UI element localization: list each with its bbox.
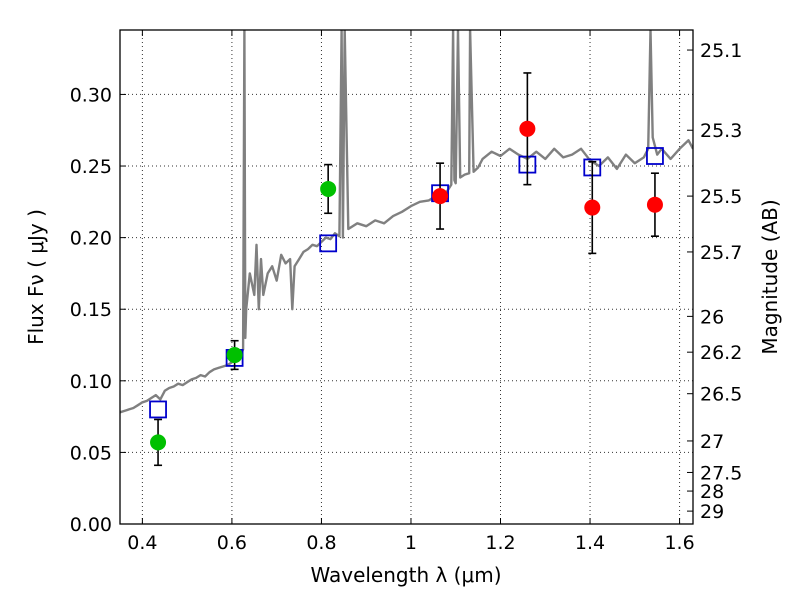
- y-axis-title: Flux Fν ( μJy ): [24, 209, 48, 345]
- y2-tick-label: 26.5: [700, 384, 742, 406]
- spectrum-line: [120, 30, 693, 414]
- nir-data-point: [584, 199, 601, 216]
- y2-tick-label: 25.5: [700, 186, 742, 208]
- model-photometry-square: [319, 234, 338, 253]
- y-tick-label: 0.20: [70, 228, 112, 250]
- y2-tick-label: 26: [700, 306, 724, 328]
- model-photometry-square: [646, 147, 664, 165]
- x-tick-label: 1.2: [485, 532, 515, 554]
- y2-tick-label: 25.3: [700, 120, 742, 142]
- x-tick-label: 1: [405, 532, 417, 554]
- y2-tick-label: 27: [700, 431, 724, 453]
- x-tick-label: 0.6: [217, 532, 247, 554]
- y2-tick-label: 25.7: [700, 242, 742, 264]
- y-tick-label: 0.30: [70, 84, 112, 106]
- grid-lines: [120, 30, 693, 525]
- y-tick-label: 0.05: [70, 442, 112, 464]
- x-tick-label: 1.4: [575, 532, 605, 554]
- model-photometry-square: [149, 400, 167, 419]
- y2-tick-label: 27.5: [700, 462, 742, 484]
- x-tick-label: 0.8: [306, 532, 336, 554]
- y2-axis-title: Magnitude (AB): [758, 199, 782, 354]
- axis-ticks: [120, 30, 693, 525]
- plot-frame: [119, 29, 694, 525]
- y2-tick-label: 28: [700, 481, 724, 503]
- y-tick-label: 0.15: [70, 299, 112, 321]
- nir-data-point: [519, 120, 536, 137]
- x-tick-label: 1.6: [664, 532, 694, 554]
- x-tick-label: 0.4: [127, 532, 157, 554]
- x-axis-title: Wavelength λ (μm): [310, 563, 501, 587]
- optical-data-point: [320, 180, 337, 197]
- y2-tick-label: 25.1: [700, 40, 742, 62]
- y-tick-label: 0.10: [70, 371, 112, 393]
- optical-data-point: [226, 347, 243, 364]
- y2-tick-label: 29: [700, 501, 724, 523]
- optical-data-point: [150, 434, 167, 451]
- nir-data-point: [646, 196, 663, 213]
- plot-area: [120, 30, 693, 467]
- nir-data-point: [432, 188, 449, 205]
- y-tick-label: 0.00: [70, 514, 112, 536]
- y-tick-label: 0.25: [70, 156, 112, 178]
- y2-tick-label: 26.2: [700, 342, 742, 364]
- tick-labels: 0.4 0.6 0.8 1 1.2 1.4 1.6 0.00 0.05 0.10 0.15 0.20 0…: [70, 40, 743, 554]
